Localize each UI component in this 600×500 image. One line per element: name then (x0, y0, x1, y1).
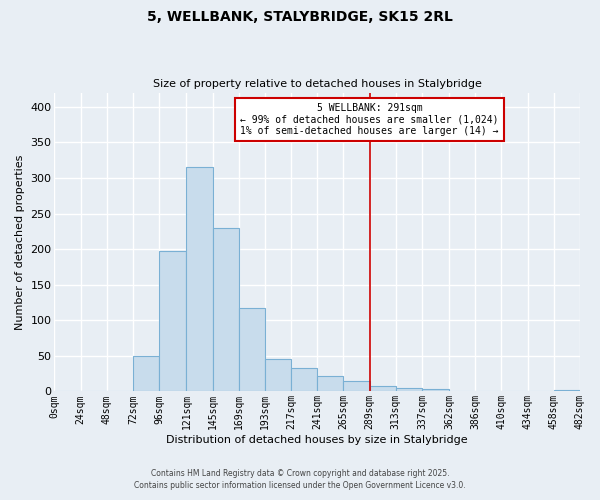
Bar (449, 390, 475, 392)
X-axis label: Distribution of detached houses by size in Stalybridge: Distribution of detached houses by size … (166, 435, 468, 445)
Text: 5 WELLBANK: 291sqm
← 99% of detached houses are smaller (1,024)
1% of semi-detac: 5 WELLBANK: 291sqm ← 99% of detached hou… (241, 103, 499, 136)
Bar (265, 360, 291, 392)
Bar (475, 390, 502, 392)
Text: Contains HM Land Registry data © Crown copyright and database right 2025.
Contai: Contains HM Land Registry data © Crown c… (134, 468, 466, 490)
Text: 5, WELLBANK, STALYBRIDGE, SK15 2RL: 5, WELLBANK, STALYBRIDGE, SK15 2RL (147, 10, 453, 24)
Bar (396, 388, 422, 392)
Title: Size of property relative to detached houses in Stalybridge: Size of property relative to detached ho… (153, 79, 482, 89)
Bar (212, 228, 239, 392)
Bar (422, 390, 449, 392)
Bar (133, 356, 159, 392)
Bar (291, 368, 317, 392)
Bar (554, 390, 580, 392)
Bar (317, 376, 343, 392)
Bar (343, 382, 370, 392)
Bar (370, 386, 396, 392)
Bar (239, 308, 265, 392)
Bar (187, 166, 212, 392)
Bar (159, 251, 187, 392)
Y-axis label: Number of detached properties: Number of detached properties (15, 154, 25, 330)
